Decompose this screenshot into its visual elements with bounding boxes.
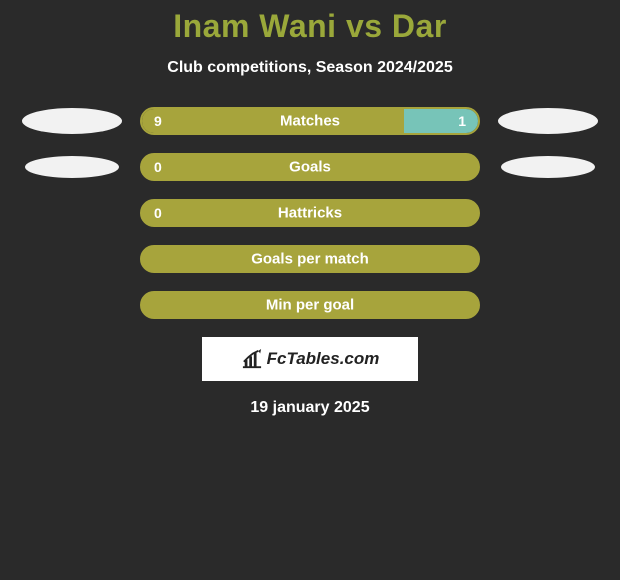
chart-container: Inam Wani vs Dar Club competitions, Seas… [0,0,620,417]
stat-bar: Min per goal [140,291,480,319]
left-badge-slot [22,156,122,178]
stat-label: Goals per match [251,251,369,268]
logo-text: FcTables.com [267,349,380,369]
right-badge-slot [498,156,598,178]
stat-value-left: 9 [154,113,162,129]
stat-label: Hattricks [278,205,342,222]
stat-row: Goals 0 [0,153,620,181]
stat-row: Hattricks 0 [0,199,620,227]
team-badge-placeholder [22,108,122,134]
page-title: Inam Wani vs Dar [0,8,620,45]
stat-value-left: 0 [154,159,162,175]
bar-fill-right [404,109,478,133]
stat-label: Matches [280,113,340,130]
right-badge-slot [498,108,598,134]
bar-fill-left [142,109,404,133]
team-badge-placeholder [25,156,119,178]
stat-value-left: 0 [154,205,162,221]
bar-chart-icon [241,349,263,369]
stat-label: Goals [289,159,331,176]
logo-badge: FcTables.com [202,337,418,381]
stat-bar: Goals per match [140,245,480,273]
team-badge-placeholder [498,108,598,134]
left-badge-slot [22,108,122,134]
stat-bar: Matches 9 1 [140,107,480,135]
stat-label: Min per goal [266,297,354,314]
stat-row: Min per goal [0,291,620,319]
stat-row: Matches 9 1 [0,107,620,135]
stat-row: Goals per match [0,245,620,273]
stat-value-right: 1 [458,113,466,129]
stat-bar: Goals 0 [140,153,480,181]
date-label: 19 january 2025 [0,399,620,417]
subtitle: Club competitions, Season 2024/2025 [0,59,620,77]
team-badge-placeholder [501,156,595,178]
stat-bar: Hattricks 0 [140,199,480,227]
stat-rows: Matches 9 1 Goals 0 Hattricks 0 Goals per match… [0,107,620,319]
